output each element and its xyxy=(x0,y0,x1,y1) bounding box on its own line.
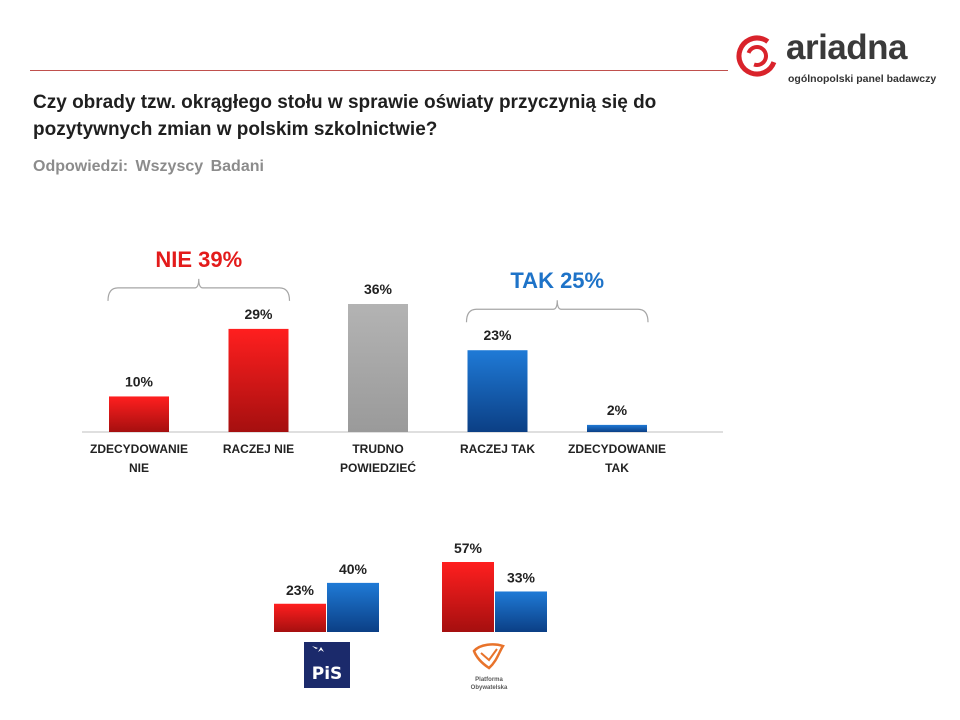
po-logo-line1: Platforma xyxy=(475,677,503,683)
pis-eagle-icon xyxy=(312,646,324,652)
category-label: NIE xyxy=(129,461,149,475)
group-total-label: NIE 39% xyxy=(155,247,242,272)
ariadna-logo: ariadna ogólnopolski panel badawczy xyxy=(736,28,950,90)
bar xyxy=(467,350,528,432)
category-label: TRUDNO xyxy=(352,442,403,456)
category-label: POWIEDZIEĆ xyxy=(340,460,416,475)
party-bar-value-label: 23% xyxy=(286,582,315,598)
logo-wordmark: ariadna xyxy=(786,28,908,67)
party-bar-chart: 23% 40% 57% 33% xyxy=(274,540,547,632)
pis-logo-text: PiS xyxy=(312,664,343,684)
bar-value-label: 36% xyxy=(364,281,393,297)
main-bar-chart: 10% ZDECYDOWANIE NIE 29% RACZEJ NIE 36% TRUDNO… xyxy=(82,247,723,475)
po-check-icon xyxy=(480,648,498,662)
page-subtitle: Odpowiedzi: Wszyscy Badani xyxy=(33,158,264,175)
logo-tagline: ogólnopolski panel badawczy xyxy=(788,73,937,85)
ariadna-logo-icon xyxy=(736,35,778,77)
page-title: Czy obrady tzw. okrągłego stołu w sprawi… xyxy=(33,92,657,140)
pis-logo-background xyxy=(304,642,350,688)
category-label: ZDECYDOWANIE xyxy=(568,442,666,456)
party-bar xyxy=(274,603,326,632)
party-bar xyxy=(327,582,379,632)
po-logo-line2: Obywatelska xyxy=(471,685,508,691)
bar xyxy=(348,304,408,432)
bar xyxy=(109,396,169,432)
group-brace xyxy=(107,278,291,301)
po-heart-icon xyxy=(472,643,505,670)
bar-value-label: 10% xyxy=(125,373,154,389)
bar xyxy=(587,424,647,432)
bar-value-label: 2% xyxy=(607,402,628,418)
party-bar-value-label: 57% xyxy=(454,540,483,556)
bar-value-label: 23% xyxy=(483,327,512,343)
group-brace xyxy=(465,300,649,323)
po-logo: Platforma Obywatelska xyxy=(471,643,508,691)
party-bar-value-label: 33% xyxy=(507,569,536,585)
party-bar xyxy=(495,591,547,632)
bar-value-label: 29% xyxy=(244,306,273,322)
category-label: RACZEJ TAK xyxy=(460,442,535,456)
party-bar-value-label: 40% xyxy=(339,561,368,577)
category-label: TAK xyxy=(605,461,629,475)
bar xyxy=(228,328,289,432)
party-bar xyxy=(442,562,494,632)
header-divider xyxy=(30,70,728,71)
category-label: ZDECYDOWANIE xyxy=(90,442,188,456)
pis-logo: PiS xyxy=(304,642,350,688)
group-total-label: TAK 25% xyxy=(510,268,604,293)
category-label: RACZEJ NIE xyxy=(223,442,294,456)
